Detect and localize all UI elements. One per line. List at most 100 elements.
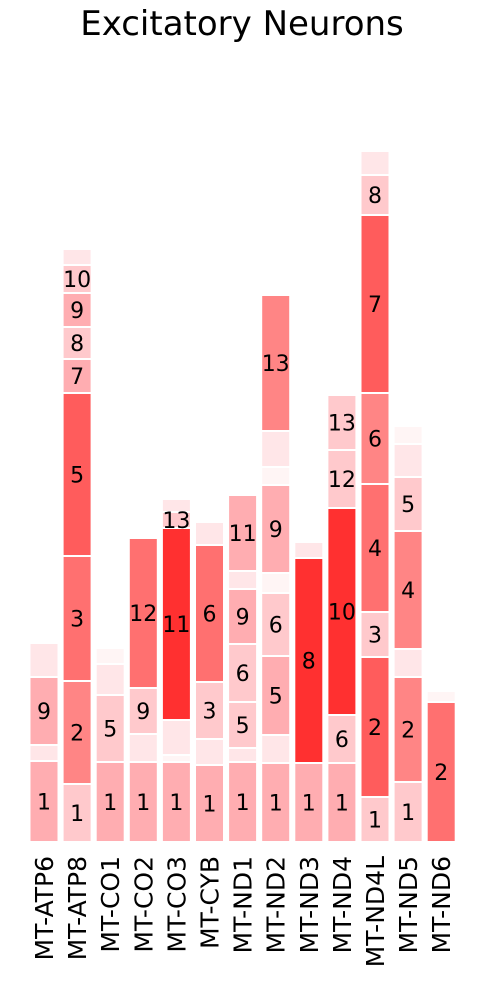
segment-label: 3 <box>70 608 84 633</box>
segment-label: 13 <box>162 509 190 534</box>
segment-label: 5 <box>70 464 84 489</box>
segment-label: 4 <box>368 537 382 562</box>
bar-segment <box>63 785 91 841</box>
segment-label: 1 <box>136 791 150 816</box>
segment-label: 6 <box>269 614 283 639</box>
bar-segment <box>229 703 257 747</box>
segment-label: 7 <box>70 365 84 390</box>
segment-label: 12 <box>129 602 157 627</box>
segment-label: 9 <box>236 606 250 631</box>
bar-segment <box>328 396 356 449</box>
segment-label: 5 <box>103 718 117 743</box>
bar-segment <box>30 762 58 841</box>
bar-segment <box>63 682 91 783</box>
bar-segment <box>262 574 290 592</box>
bar-segment <box>361 613 389 656</box>
segment-label: 1 <box>401 801 415 826</box>
bar-mt-nd4l: 1 2 3 4 6 7 8 <box>361 152 389 841</box>
segment-label: 1 <box>335 792 349 817</box>
bar-segment <box>229 749 257 761</box>
segment-label: 8 <box>368 184 382 209</box>
bar-segment <box>295 543 323 557</box>
bar-segment <box>427 692 455 701</box>
bar-mt-atp8: 1 2 3 5 7 8 9 10 <box>63 250 91 841</box>
bar-segment <box>30 644 58 676</box>
bar-segment <box>328 509 356 714</box>
bar-segment <box>361 485 389 611</box>
segment-label: 4 <box>401 579 415 604</box>
segment-label: 1 <box>203 793 217 818</box>
bar-segment <box>394 783 422 841</box>
bar-segment <box>162 513 190 527</box>
bar-segment <box>63 294 91 326</box>
bar-segment <box>262 764 290 841</box>
bar-segment <box>262 296 290 430</box>
segment-label: 1 <box>37 791 51 816</box>
bar-segment <box>394 532 422 648</box>
bar-segment <box>196 740 223 764</box>
bar-segment <box>162 721 190 754</box>
bar-segment <box>361 176 389 214</box>
segment-label: 7 <box>368 293 382 318</box>
bar-segment <box>328 716 356 762</box>
segment-label: 11 <box>162 613 190 638</box>
bar-segment <box>129 689 157 733</box>
segment-label: 8 <box>302 650 316 675</box>
segment-label: 9 <box>37 700 51 725</box>
segment-label: 1 <box>368 809 382 834</box>
x-tick-label: MT-ND1 <box>229 856 258 953</box>
bar-segment <box>162 500 190 511</box>
bar-segment <box>361 152 389 174</box>
bar-mt-co1: 15 <box>96 649 124 841</box>
bar-segment <box>196 546 223 681</box>
bar-segment <box>196 766 223 841</box>
segment-label: 9 <box>269 518 283 543</box>
bar-segment <box>129 539 157 687</box>
segment-label: 5 <box>236 714 250 739</box>
segment-label: 12 <box>328 468 356 493</box>
segment-label: 5 <box>269 685 283 710</box>
bar-segment <box>394 678 422 781</box>
bar-segment <box>394 445 422 476</box>
x-tick-label: MT-ND2 <box>262 856 291 953</box>
segment-label: 1 <box>70 802 84 827</box>
bar-mt-cyb: 1 3 6 <box>196 523 223 841</box>
segment-label: 1 <box>169 791 183 816</box>
bar-segment <box>361 394 389 483</box>
bar-segment <box>162 529 190 719</box>
bar-segment <box>328 764 356 841</box>
bar-segment <box>361 798 389 841</box>
x-tick-label: MT-ATP8 <box>63 856 92 960</box>
segment-label: 2 <box>401 719 415 744</box>
segment-label: 1 <box>236 791 250 816</box>
segment-label: 10 <box>63 268 91 293</box>
bar-segment <box>262 468 290 484</box>
bar-segment <box>30 746 58 760</box>
segment-label: 9 <box>136 700 150 725</box>
segment-label: 2 <box>434 761 448 786</box>
bar-segment <box>129 763 157 841</box>
x-tick-label: MT-ATP6 <box>30 856 59 960</box>
bar-mt-nd1: 1 5 6 9 11 <box>229 496 257 841</box>
x-tick-label: MT-ND3 <box>295 856 324 953</box>
segment-label: 1 <box>269 792 283 817</box>
segment-label: 1 <box>103 791 117 816</box>
bar-segment <box>63 266 91 292</box>
segment-label: 6 <box>236 662 250 687</box>
bar-segment <box>328 451 356 507</box>
x-tick-label: MT-ND5 <box>394 856 423 953</box>
x-tick-label: MT-CYB <box>196 856 225 949</box>
bar-segment <box>394 650 422 676</box>
bar-segment <box>427 703 455 841</box>
segment-label: 13 <box>328 412 356 437</box>
segment-label: 13 <box>262 352 290 377</box>
bar-mt-nd2: 1 5 6 9 13 <box>262 296 290 841</box>
x-tick-label: MT-ND6 <box>427 856 456 953</box>
segment-label: 9 <box>70 299 84 324</box>
segment-label: 6 <box>368 428 382 453</box>
bar-segment <box>96 763 124 841</box>
bar-segment <box>361 216 389 392</box>
bar-segment <box>63 328 91 358</box>
